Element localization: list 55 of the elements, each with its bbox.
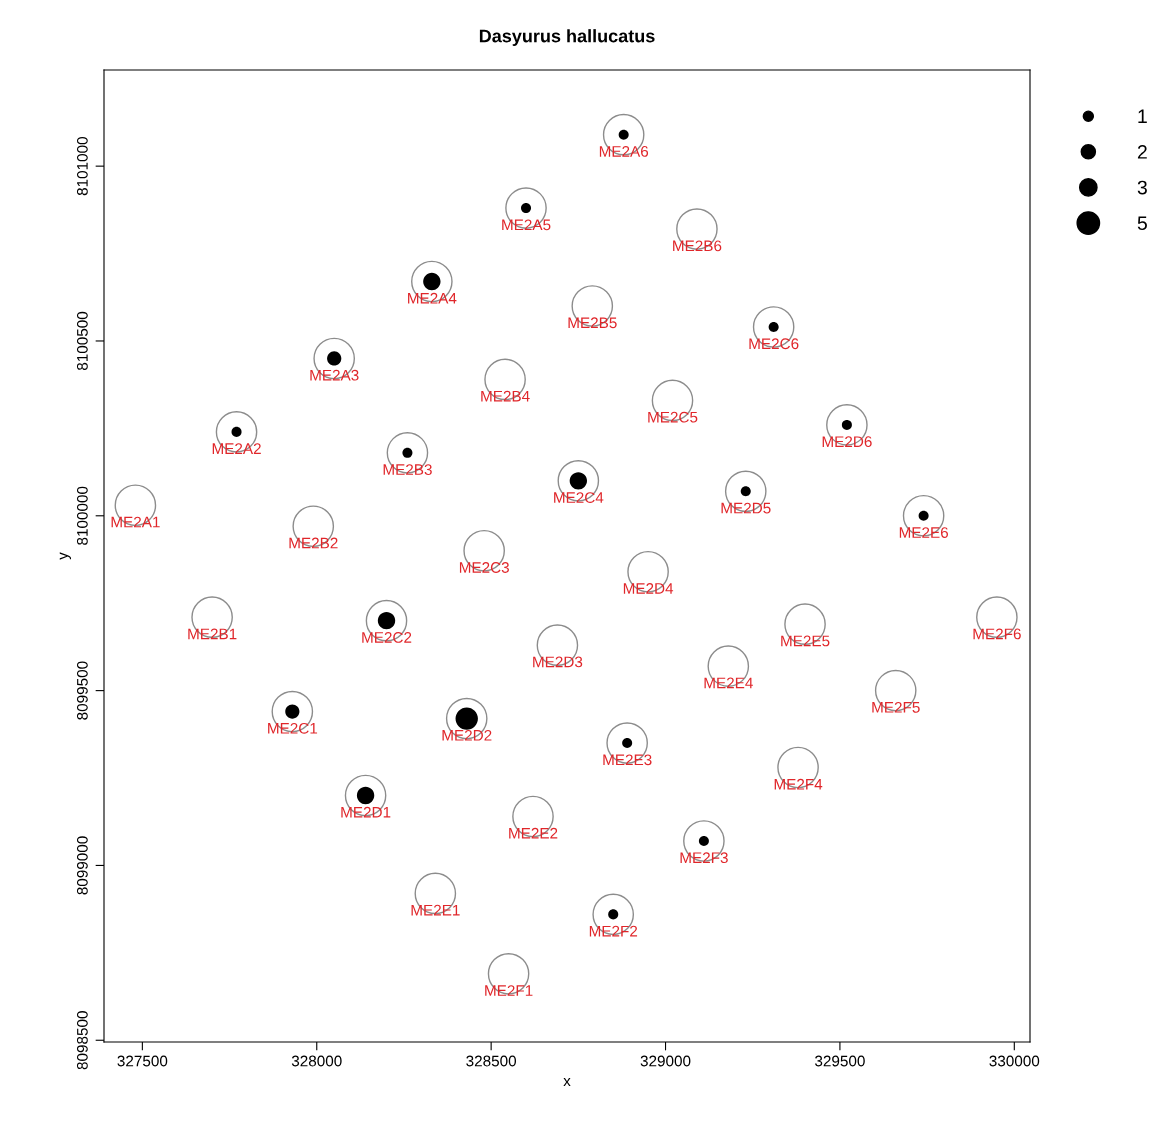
- y-tick-label: 8099000: [76, 836, 88, 895]
- data-label: ME2A5: [502, 219, 551, 231]
- y-tick-label: 8098500: [76, 1011, 88, 1070]
- x-tick-label: 330000: [989, 1055, 1040, 1067]
- data-label: ME2F4: [774, 778, 823, 790]
- x-tick-label: 328500: [466, 1055, 517, 1067]
- y-tick-label: 8100500: [76, 311, 88, 371]
- y-tick-label: 8099500: [76, 661, 88, 720]
- data-label: ME2C5: [648, 411, 698, 423]
- data-label: ME2E4: [704, 677, 753, 689]
- data-label: ME2C3: [459, 562, 509, 573]
- legend-label: 3: [1137, 180, 1147, 195]
- data-label: ME2A2: [212, 443, 261, 454]
- data-label: ME2F5: [872, 701, 920, 713]
- data-label: ME2E1: [411, 904, 460, 916]
- y-axis-title: y: [59, 552, 72, 560]
- data-label: ME2B6: [673, 240, 722, 252]
- x-tick-label: 327500: [117, 1055, 168, 1067]
- data-label: ME2D1: [341, 806, 391, 818]
- data-label: ME2B4: [481, 390, 530, 402]
- data-label: ME2E6: [899, 527, 948, 538]
- chart-title: Dasyurus hallucatus: [479, 29, 655, 46]
- data-label: ME2A1: [111, 516, 160, 528]
- data-label: ME2F1: [485, 985, 533, 996]
- y-tick-label: 8101000: [76, 137, 88, 196]
- data-label: ME2C1: [268, 722, 318, 734]
- data-label: ME2B3: [383, 464, 432, 476]
- legend-label: 1: [1138, 109, 1147, 123]
- x-axis-title: x: [563, 1077, 571, 1087]
- data-label: ME2B1: [188, 628, 237, 640]
- data-label: ME2C2: [362, 632, 412, 643]
- legend-label: 2: [1137, 145, 1147, 159]
- data-label: ME2E3: [603, 754, 652, 766]
- data-label: ME2F3: [680, 852, 728, 864]
- data-label: ME2C4: [554, 492, 604, 503]
- data-label: ME2E2: [509, 827, 558, 839]
- data-label: ME2B5: [568, 317, 617, 329]
- x-tick-label: 328000: [291, 1055, 342, 1067]
- data-label: ME2A6: [599, 146, 649, 157]
- data-label: ME2F6: [973, 628, 1021, 640]
- data-label: ME2F2: [589, 925, 638, 937]
- data-label: ME2D6: [822, 436, 872, 448]
- data-label: ME2D4: [623, 583, 674, 594]
- data-label: ME2A4: [408, 292, 457, 304]
- x-tick-label: 329500: [815, 1055, 865, 1067]
- data-label: ME2C6: [749, 338, 799, 350]
- y-tick-label: 8100000: [76, 486, 88, 545]
- data-label: ME2B2: [289, 537, 338, 549]
- data-label: ME2D5: [721, 502, 771, 514]
- data-label: ME2D3: [533, 656, 583, 668]
- legend-label: 5: [1137, 216, 1147, 231]
- data-label: ME2D2: [442, 729, 492, 741]
- x-tick-label: 329000: [640, 1055, 691, 1067]
- data-label: ME2A3: [310, 369, 359, 381]
- data-label: ME2E5: [781, 635, 830, 647]
